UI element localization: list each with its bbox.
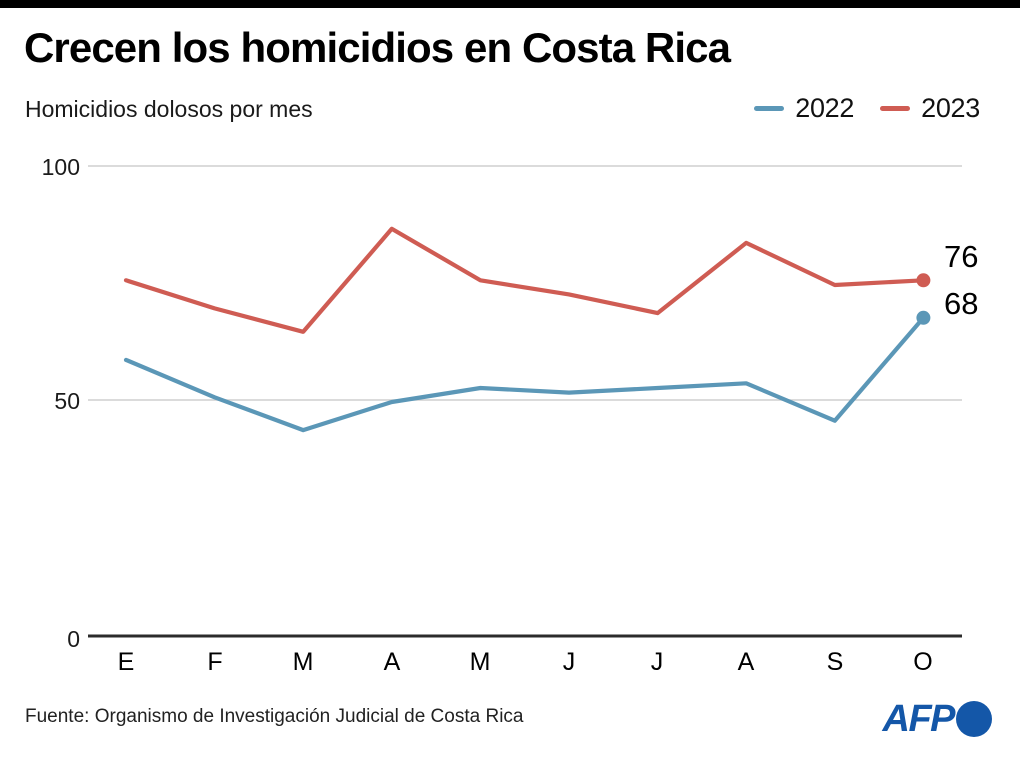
x-axis-tick-8: S xyxy=(826,648,844,676)
afp-logo-text: AFP xyxy=(882,698,956,740)
x-axis-tick-9: O xyxy=(913,648,933,676)
legend-item-2022: 2022 xyxy=(754,93,854,124)
legend-label-2023: 2023 xyxy=(921,93,980,123)
afp-logo-dot-icon xyxy=(956,701,992,737)
y-axis-tick-100: 100 xyxy=(41,154,80,180)
end-marker-2023 xyxy=(916,273,931,288)
end-value-label-2022: 68 xyxy=(944,286,979,321)
legend-swatch-2022 xyxy=(754,106,785,111)
y-axis-tick-50: 50 xyxy=(54,388,80,414)
legend-label-2022: 2022 xyxy=(795,93,855,123)
legend-swatch-2023 xyxy=(880,106,911,111)
x-axis-tick-5: J xyxy=(562,648,576,676)
legend-item-2023: 2023 xyxy=(880,93,980,124)
x-axis-tick-1: F xyxy=(207,648,223,676)
x-axis-tick-2: M xyxy=(292,648,314,676)
x-axis-tick-3: A xyxy=(383,648,401,676)
page-title: Crecen los homicidios en Costa Rica xyxy=(24,24,731,71)
end-marker-2022 xyxy=(916,310,931,325)
series-line-2022 xyxy=(123,315,926,433)
afp-logo: AFP xyxy=(882,698,992,740)
source-note: Fuente: Organismo de Investigación Judic… xyxy=(25,706,524,727)
chart-legend: 2022 2023 xyxy=(754,93,980,124)
x-axis-tick-0: E xyxy=(117,648,135,676)
end-value-label-2023: 76 xyxy=(944,239,979,274)
series-line-2023 xyxy=(123,226,926,334)
top-rule-divider xyxy=(0,0,1020,8)
x-axis-tick-6: J xyxy=(650,648,664,676)
gridlines xyxy=(88,165,962,401)
x-axis-tick-4: M xyxy=(469,648,491,676)
x-axis-tick-7: A xyxy=(737,648,755,676)
y-axis-tick-0: 0 xyxy=(67,626,80,652)
page-subtitle: Homicidios dolosos por mes xyxy=(25,96,313,122)
